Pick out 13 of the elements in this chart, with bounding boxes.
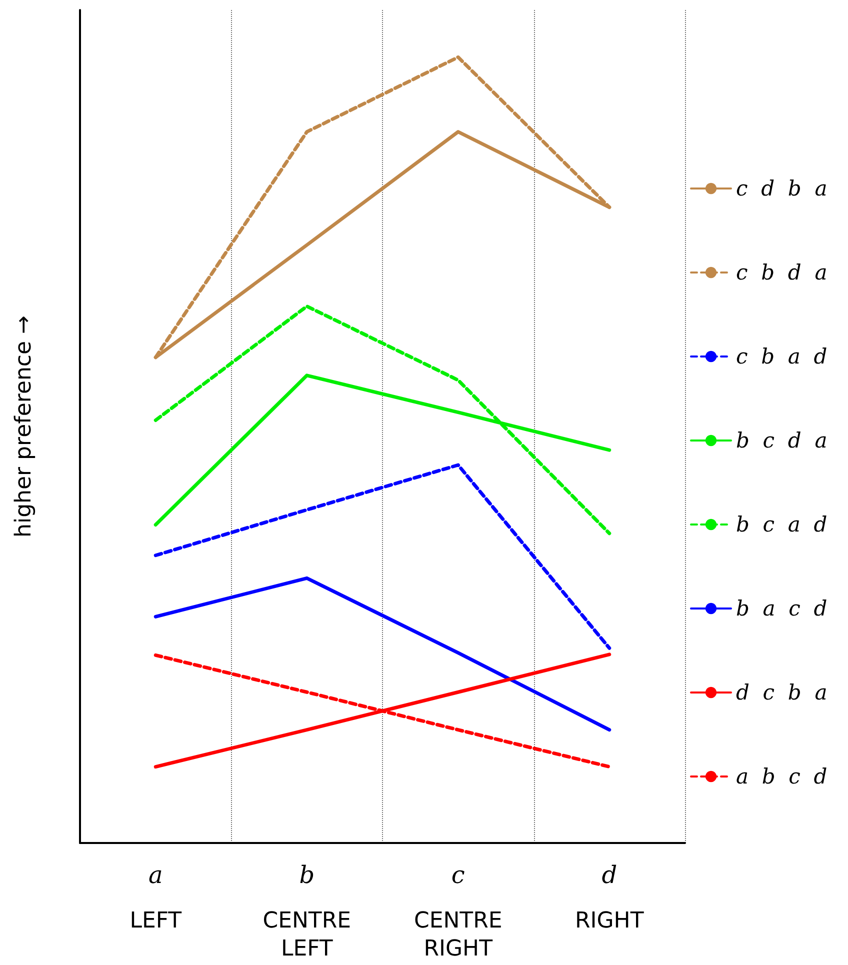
legend-label: c b a d [736,344,828,368]
legend-label: b c d a [736,428,828,452]
x-tick-label: a LEFT [130,861,182,934]
y-axis-title: higher preference → [12,316,36,538]
legend-label: b c a d [736,512,828,536]
x-tick-label: b CENTRE LEFT [262,861,352,962]
x-tick-label: d RIGHT [574,861,644,934]
x-tick-label: c CENTRE RIGHT [414,861,502,962]
legend-label: c d b a [736,176,828,200]
legend-label: a b c d [736,764,828,788]
legend-label: b a c d [736,596,828,620]
legend-label: c b d a [736,260,828,284]
legend-label: d c b a [736,680,828,704]
